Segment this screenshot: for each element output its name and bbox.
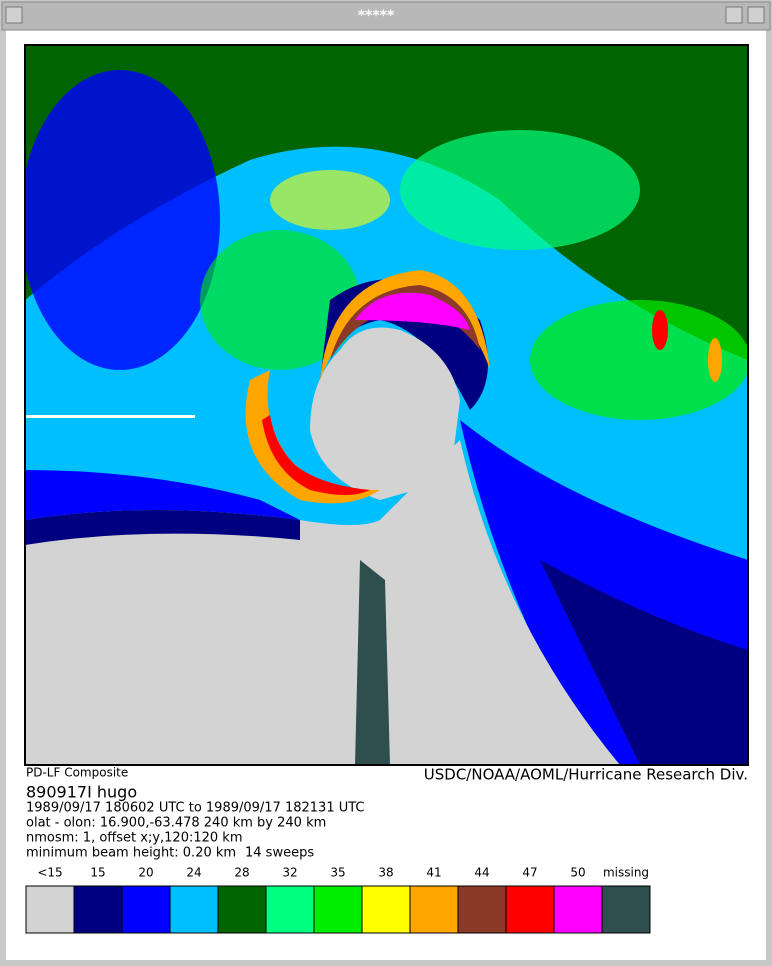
color-legend: <15 15 20 24 28 32 35 38 41 44 47 50 missing <box>25 866 651 934</box>
legend-swatch <box>601 885 651 934</box>
legend-label: <15 <box>37 866 62 880</box>
storm-label: 890917I hugo <box>26 783 137 802</box>
offset: nmosm: 1, offset x;y,120:120 km <box>26 831 242 846</box>
legend-label: 20 <box>138 866 153 880</box>
minimize-button[interactable] <box>725 6 743 24</box>
window-title: ***** <box>358 8 395 24</box>
legend-swatch <box>25 885 75 934</box>
legend-label: 50 <box>570 866 585 880</box>
legend-swatch <box>121 885 171 934</box>
legend-label: 44 <box>474 866 489 880</box>
legend-label: 24 <box>186 866 201 880</box>
product-label: PD-LF Composite <box>26 766 128 780</box>
radar-image <box>25 45 748 765</box>
agency-label: USDC/NOAA/AOML/Hurricane Research Div. <box>424 766 748 784</box>
legend-swatch <box>265 885 315 934</box>
legend-label: 35 <box>330 866 345 880</box>
legend-swatch <box>505 885 555 934</box>
beam-height: minimum beam height: 0.20 km <box>26 846 236 861</box>
legend-swatch <box>73 885 123 934</box>
legend-swatch <box>313 885 363 934</box>
legend-swatch <box>553 885 603 934</box>
menu-button[interactable] <box>5 6 23 24</box>
maximize-button[interactable] <box>747 6 765 24</box>
image-border <box>24 44 749 766</box>
origin: olat - olon: 16.900,-63.478 240 km by 24… <box>26 816 326 831</box>
legend-swatch <box>409 885 459 934</box>
legend-label: 28 <box>234 866 249 880</box>
legend-label: missing <box>603 866 649 880</box>
legend-swatch <box>361 885 411 934</box>
legend-label: 47 <box>522 866 537 880</box>
legend-swatch <box>457 885 507 934</box>
title-bar <box>1 1 771 31</box>
sweeps: 14 sweeps <box>245 846 314 861</box>
legend-swatch <box>169 885 219 934</box>
time-range: 1989/09/17 180602 UTC to 1989/09/17 1821… <box>26 801 365 816</box>
legend-label: 15 <box>90 866 105 880</box>
legend-label: 38 <box>378 866 393 880</box>
legend-swatch <box>217 885 267 934</box>
legend-label: 41 <box>426 866 441 880</box>
legend-label: 32 <box>282 866 297 880</box>
